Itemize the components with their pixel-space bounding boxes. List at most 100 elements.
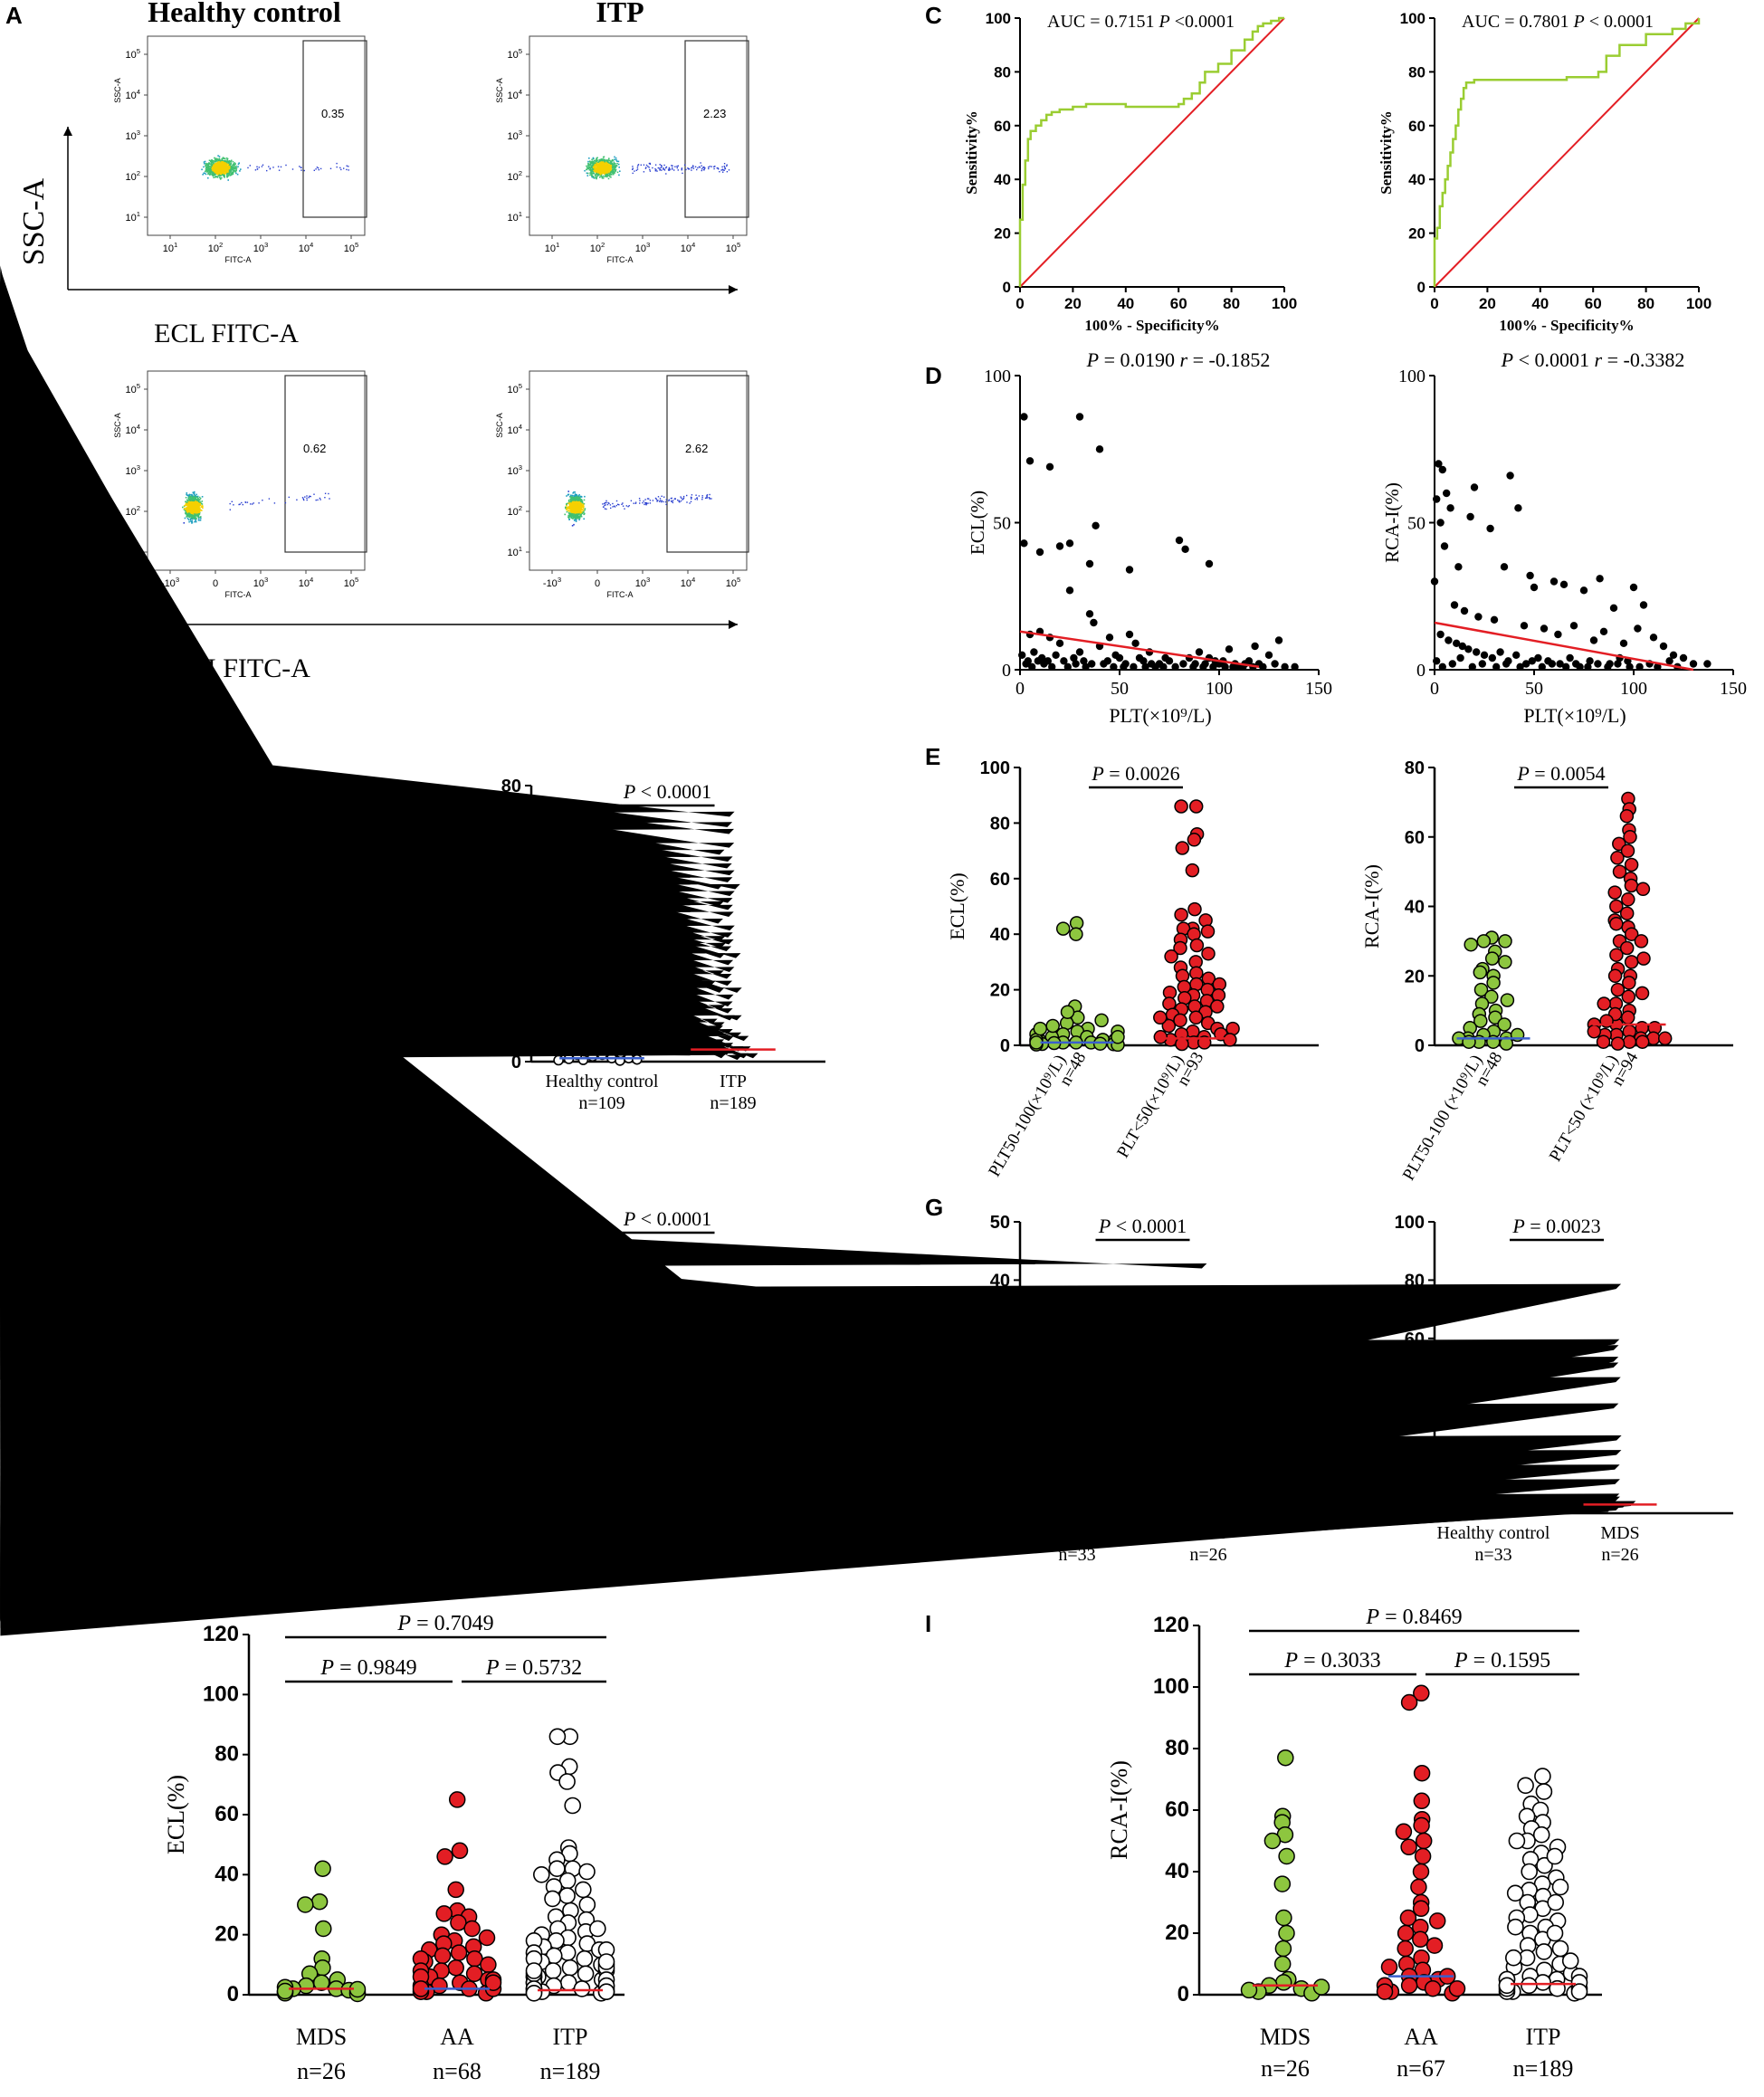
flow-event xyxy=(663,169,666,171)
flow-event xyxy=(615,158,617,161)
flow-event xyxy=(602,167,604,170)
data-point xyxy=(1594,660,1602,668)
data-point-filled xyxy=(1111,1030,1125,1044)
data-point xyxy=(1045,462,1054,471)
pvalue-label: P = 0.0026 xyxy=(1091,762,1179,785)
flow-event xyxy=(186,499,188,501)
flow-event xyxy=(614,158,615,161)
x-axis-label: 100% - Specificity% xyxy=(1084,317,1219,334)
data-point xyxy=(1492,662,1501,671)
flow-y-tick-label: 105 xyxy=(125,382,140,396)
flow-event xyxy=(190,506,192,508)
flow-event xyxy=(723,163,726,165)
flow-event xyxy=(605,167,607,169)
flow-event xyxy=(606,503,609,506)
flow-event xyxy=(241,501,243,504)
x-tick-label: 150 xyxy=(1305,679,1332,699)
x-tick-label: 80 xyxy=(1637,295,1654,312)
data-point xyxy=(1538,662,1547,671)
flow-event xyxy=(195,505,196,508)
flow-event xyxy=(600,162,602,165)
data-point xyxy=(1030,648,1038,656)
flow-event xyxy=(578,510,581,511)
flow-event xyxy=(648,162,651,165)
data-point xyxy=(1474,613,1483,621)
flow-event xyxy=(220,166,223,167)
flow-event xyxy=(223,169,224,172)
flow-event xyxy=(196,507,198,509)
data-point xyxy=(1614,660,1622,668)
flow-event xyxy=(230,166,232,168)
flow-event xyxy=(216,173,218,176)
flow-event xyxy=(577,505,580,508)
data-point xyxy=(1448,660,1457,668)
data-point xyxy=(1669,651,1678,659)
flow-event xyxy=(600,168,602,171)
flow-event xyxy=(186,494,188,496)
flow-event xyxy=(192,511,195,513)
flow-event xyxy=(217,155,219,157)
flow-event xyxy=(571,494,574,497)
group-n-label: n=189 xyxy=(710,1093,756,1113)
flow-inner-y-label: SSC-A xyxy=(113,413,122,438)
data-point xyxy=(1569,622,1578,630)
flow-event xyxy=(211,168,213,170)
flow-event xyxy=(602,161,605,163)
flow-event xyxy=(659,169,661,171)
x-tick-label: 50 xyxy=(1111,679,1129,699)
flow-event xyxy=(313,493,315,495)
flow-event xyxy=(193,500,195,502)
flow-event xyxy=(190,500,192,503)
flow-event xyxy=(632,166,634,167)
flow-event xyxy=(189,515,191,518)
flow-event xyxy=(220,174,223,176)
flow-event xyxy=(196,510,199,512)
flow-event xyxy=(285,164,287,167)
flow-event xyxy=(223,157,225,159)
flow-event xyxy=(595,176,596,179)
outer-x-axis-label: ECL FITC-A xyxy=(154,319,299,348)
flow-event xyxy=(193,506,195,509)
data-point-filled xyxy=(1636,951,1651,966)
flow-event xyxy=(194,501,195,504)
flow-inner-y-label: SSC-A xyxy=(495,78,504,103)
flow-event xyxy=(570,517,572,519)
flow-event xyxy=(593,160,596,162)
flow-event xyxy=(665,173,667,175)
flow-event xyxy=(599,158,602,161)
flow-event xyxy=(186,492,188,494)
flow-event xyxy=(628,505,630,507)
data-point xyxy=(1440,542,1449,550)
flow-event xyxy=(578,497,580,499)
y-tick-label: 60 xyxy=(994,118,1011,135)
flow-event xyxy=(201,168,203,171)
data-point xyxy=(1530,583,1539,592)
flow-event xyxy=(645,164,648,167)
flow-event xyxy=(684,164,686,166)
flow-event xyxy=(240,168,242,170)
data-point xyxy=(1141,662,1149,671)
data-point xyxy=(1024,657,1033,665)
flow-event xyxy=(306,497,308,500)
x-tick-label: 40 xyxy=(1117,295,1134,312)
flow-event xyxy=(343,167,345,169)
flow-event xyxy=(588,164,591,166)
flow-event xyxy=(572,518,574,519)
flow-event xyxy=(573,509,576,510)
data-point-filled xyxy=(1473,965,1488,980)
flow-event xyxy=(603,167,605,169)
flow-event xyxy=(644,501,646,504)
flow-event xyxy=(648,498,650,500)
flow-event xyxy=(577,497,578,500)
flow-event xyxy=(635,169,637,171)
flow-event xyxy=(638,498,641,500)
flow-event xyxy=(233,170,235,172)
flow-event xyxy=(598,158,601,161)
flow-event xyxy=(215,171,218,174)
flow-event xyxy=(217,159,220,161)
data-point xyxy=(1443,489,1451,498)
data-point xyxy=(1604,662,1612,671)
flow-event xyxy=(567,506,569,509)
flow-event xyxy=(193,509,195,510)
